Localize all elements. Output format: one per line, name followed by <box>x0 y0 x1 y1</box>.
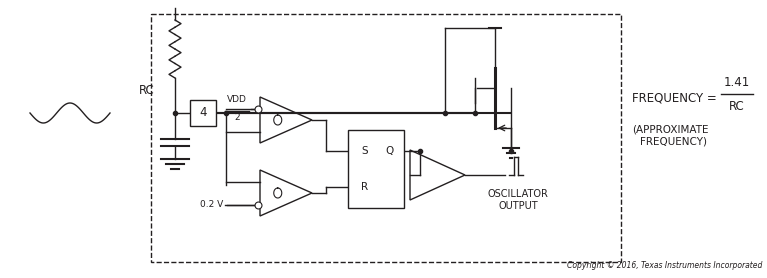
Text: OSCILLATOR: OSCILLATOR <box>488 189 548 199</box>
Text: FREQUENCY): FREQUENCY) <box>640 136 707 146</box>
Text: VDD: VDD <box>227 96 247 105</box>
Text: RC: RC <box>729 100 745 113</box>
Bar <box>151 14 621 262</box>
Bar <box>348 130 404 208</box>
Text: RC: RC <box>140 83 155 96</box>
Text: R: R <box>361 182 368 192</box>
Text: 4: 4 <box>199 106 207 120</box>
Bar <box>190 100 216 126</box>
Text: 2: 2 <box>234 113 240 121</box>
Text: Q: Q <box>386 146 394 156</box>
Text: 1.41: 1.41 <box>724 76 750 89</box>
Text: OUTPUT: OUTPUT <box>499 201 538 211</box>
Text: S: S <box>361 146 368 156</box>
Text: FREQUENCY =: FREQUENCY = <box>632 91 720 105</box>
Text: (APPROXIMATE: (APPROXIMATE <box>632 124 709 134</box>
Text: Copyright © 2016, Texas Instruments Incorporated: Copyright © 2016, Texas Instruments Inco… <box>567 261 762 270</box>
Text: 0.2 V: 0.2 V <box>199 200 223 209</box>
